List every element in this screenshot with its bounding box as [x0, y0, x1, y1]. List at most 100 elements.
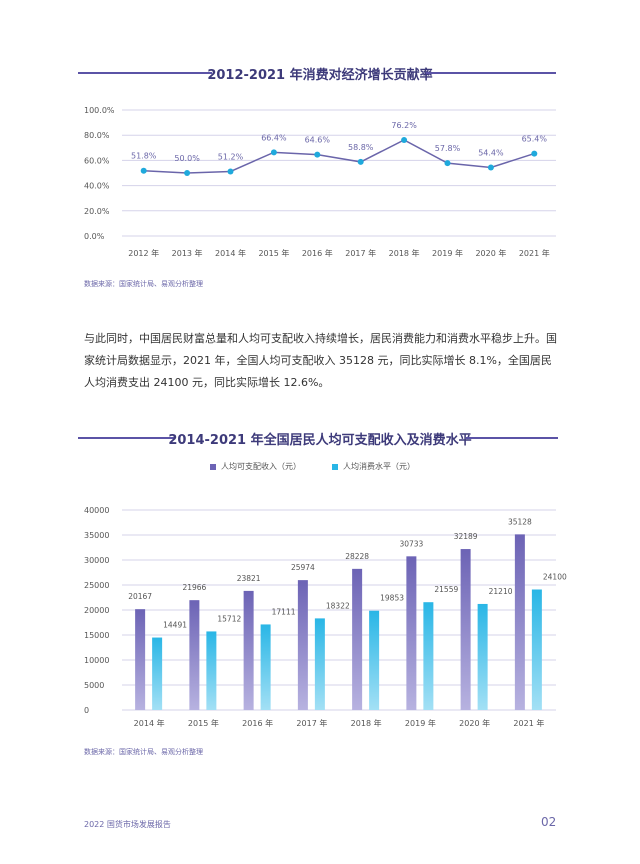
data-label: 66.4%: [261, 133, 287, 142]
data-label: 23821: [237, 574, 261, 583]
x-tick-label: 2021 年: [519, 248, 550, 258]
income-bar: [514, 534, 525, 710]
data-label: 51.8%: [131, 152, 157, 161]
data-label: 65.4%: [522, 135, 548, 144]
data-label: 30733: [399, 539, 423, 548]
y-tick-label: 5000: [84, 681, 104, 690]
data-label: 51.2%: [218, 152, 244, 161]
chart1-line-chart: 100.0% 80.0% 60.0% 40.0% 20.0% 0.0% 2012 年 201…: [84, 106, 556, 258]
consumption-bar: [477, 603, 488, 710]
x-tick-label: 2020 年: [459, 718, 490, 728]
chart1-source: 数据来源：国家统计局、易观分析整理: [84, 280, 203, 288]
data-label: 15712: [217, 614, 241, 623]
x-tick-label: 2018 年: [389, 248, 420, 258]
consumption-bar: [369, 610, 380, 710]
x-tick-label: 2017 年: [345, 248, 376, 258]
chart2-title-line-left: [78, 437, 174, 439]
x-tick-label: 2015 年: [188, 718, 219, 728]
data-label: 28228: [345, 552, 369, 561]
x-tick-label: 2017 年: [296, 718, 327, 728]
series-line: [143, 139, 535, 174]
y-tick-label: 0.0%: [84, 232, 105, 241]
data-label: 58.8%: [348, 143, 374, 152]
data-point: [401, 136, 408, 143]
y-tick-label: 15000: [84, 631, 109, 640]
body-paragraph: 与此同时，中国居民财富总量和人均可支配收入持续增长，居民消费能力和消费水平稳步上…: [84, 332, 557, 389]
income-bar: [135, 609, 146, 710]
y-tick-label: 20.0%: [84, 207, 110, 216]
data-label: 20167: [128, 592, 152, 601]
income-bar: [460, 549, 471, 710]
footer-page-number: 02: [541, 815, 557, 829]
y-tick-label: 100.0%: [84, 106, 115, 115]
y-tick-label: 40.0%: [84, 182, 110, 191]
data-label: 35128: [508, 517, 532, 526]
legend-consumption-swatch: [332, 464, 338, 470]
footer-report-name: 2022 国货市场发展报告: [84, 820, 171, 829]
data-point: [184, 170, 191, 176]
x-tick-label: 2021 年: [513, 718, 544, 728]
x-tick-label: 2019 年: [405, 718, 436, 728]
x-tick-label: 2014 年: [215, 248, 246, 258]
data-label: 57.8%: [435, 144, 461, 153]
x-tick-label: 2012 年: [128, 248, 159, 258]
income-bar: [297, 580, 308, 710]
y-tick-label: 0: [84, 706, 89, 715]
x-tick-label: 2019 年: [432, 248, 463, 258]
data-point: [140, 167, 147, 174]
y-tick-label: 20000: [84, 606, 109, 615]
y-tick-label: 10000: [84, 656, 109, 665]
data-label: 21966: [182, 583, 206, 592]
data-label: 54.4%: [478, 148, 504, 157]
chart2-bar-chart: 40000 35000 30000 25000 20000 15000 10000 5000 0…: [84, 506, 567, 728]
data-point: [357, 158, 364, 165]
chart1-title: 2012-2021 年消费对经济增长贡献率: [207, 68, 433, 83]
data-label: 17111: [272, 607, 296, 616]
legend-consumption-label: 人均消费水平（元）: [343, 462, 415, 471]
chart2-title-line-right: [466, 437, 558, 439]
data-label: 32189: [454, 532, 478, 541]
consumption-bar: [206, 631, 217, 710]
data-point: [444, 160, 451, 167]
x-tick-label: 2013 年: [172, 248, 203, 258]
consumption-bar: [423, 602, 434, 710]
y-tick-label: 35000: [84, 531, 109, 540]
x-tick-label: 2016 年: [302, 248, 333, 258]
income-bar: [189, 600, 200, 710]
data-label: 21210: [489, 587, 513, 596]
income-bar: [243, 590, 254, 710]
x-tick-label: 2016 年: [242, 718, 273, 728]
data-point: [270, 149, 277, 156]
data-point: [487, 164, 494, 171]
data-point: [227, 168, 234, 175]
consumption-bar: [260, 624, 271, 710]
y-tick-label: 80.0%: [84, 131, 110, 140]
data-label: 25974: [291, 563, 315, 572]
income-bar: [406, 556, 417, 710]
data-label: 24100: [543, 573, 567, 582]
x-tick-label: 2015 年: [258, 248, 289, 258]
y-tick-label: 40000: [84, 506, 109, 515]
data-point: [314, 151, 321, 158]
data-label: 76.2%: [391, 121, 417, 130]
data-label: 50.0%: [174, 154, 200, 163]
y-tick-label: 30000: [84, 556, 109, 565]
x-tick-label: 2018 年: [351, 718, 382, 728]
chart1-title-line-right: [426, 72, 556, 74]
legend-income-swatch: [210, 464, 216, 470]
chart1-title-line-left: [78, 72, 212, 74]
chart2-source: 数据来源：国家统计局、易观分析整理: [84, 748, 203, 756]
x-tick-label: 2020 年: [475, 248, 506, 258]
consumption-bar: [314, 618, 325, 710]
data-label: 64.6%: [305, 136, 331, 145]
income-bar: [352, 568, 363, 710]
chart2-title: 2014-2021 年全国居民人均可支配收入及消费水平: [168, 433, 472, 448]
data-label: 19853: [380, 594, 404, 603]
consumption-bar: [152, 637, 163, 710]
y-tick-label: 25000: [84, 581, 109, 590]
data-label: 14491: [163, 621, 187, 630]
data-label: 18322: [326, 601, 350, 610]
data-point: [531, 150, 538, 157]
data-label: 21559: [434, 585, 458, 594]
consumption-bar: [531, 589, 542, 710]
